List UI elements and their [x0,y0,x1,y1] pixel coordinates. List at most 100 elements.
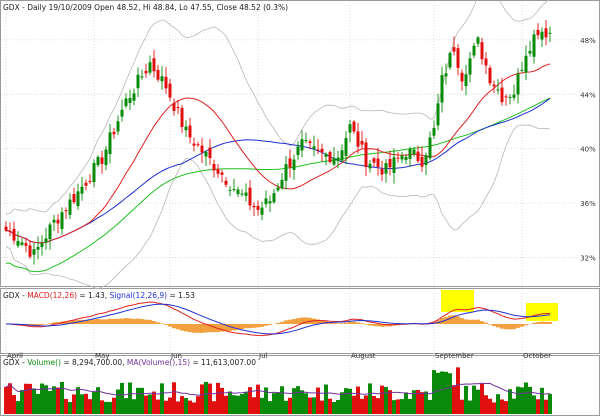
macd-histogram-bar [136,318,140,324]
candle-body [64,210,68,212]
volume-bar [316,387,320,414]
candle-body [292,159,296,170]
macd-histogram-bar [452,315,456,324]
volume-bar [532,395,536,414]
candle-body [132,93,136,101]
candle-body [184,126,188,131]
candle-body [276,187,280,191]
macd-histogram-bar [480,321,484,324]
volume-bar [308,397,312,414]
candle-body [492,84,496,87]
candle-body [472,45,476,56]
volume-bar [376,398,380,414]
candle-body [440,75,444,103]
candle-body [336,157,340,162]
candle-body [396,157,400,159]
candle-body [296,146,300,156]
candle-body [80,186,84,194]
candle-body [380,168,384,175]
macd-histogram-bar [472,319,476,324]
volume-bar [208,383,212,414]
macd-histogram-bar [92,319,96,324]
x-tick-label: May [95,352,109,360]
candle-body [400,155,404,160]
volume-bar [460,399,464,414]
candle-body [56,219,60,224]
volume-bar [120,382,124,414]
bollinger-upper-line [5,0,550,215]
macd-histogram-bar [220,324,224,332]
volume-bar [268,401,272,414]
volume-layer [4,367,552,414]
volume-bar [16,401,20,414]
volume-bar [284,400,288,414]
volume-bar [136,387,140,414]
candle-body [500,87,504,103]
price-title: GDX - Daily 19/10/2009 Open 48.52, Hi 48… [3,3,288,12]
candle-body [488,67,492,84]
macd-histogram-bar [512,324,516,330]
macd-histogram-bar [460,318,464,324]
volume-bar [80,394,84,414]
macd-histogram-bar [160,323,164,324]
candle-body [528,50,532,54]
candle-body [176,107,180,109]
macd-histogram-bar [84,319,88,324]
volume-bar [276,392,280,414]
volume-bar [388,390,392,414]
macd-histogram-bar [484,322,488,324]
candle-body [512,94,516,98]
volume-bar [76,387,80,414]
volume-bar [348,388,352,414]
volume-bar [104,401,108,414]
candle-body [376,158,380,167]
volume-bar [480,383,484,414]
volume-bar [64,399,68,414]
volume-bar [428,399,432,414]
volume-bar [52,386,56,414]
candle-body [404,157,408,160]
candle-body [520,69,524,71]
candle-body [428,137,432,159]
macd-histogram-bar [268,324,272,325]
volume-bar [204,381,208,414]
candle-body [116,121,120,132]
candle-body [420,156,424,167]
macd-histogram-bar [340,323,344,324]
candle-body [76,191,80,207]
candle-body [180,107,184,128]
volume-bar [260,397,264,414]
volume-bar [452,385,456,414]
macd-histogram-bar [492,324,496,327]
candle-body [140,76,144,78]
volume-bar [312,397,316,414]
macd-histogram-bar [328,322,332,324]
candle-body [340,150,344,161]
macd-histogram-bar [116,318,120,324]
macd-histogram-bar [344,322,348,324]
macd-title: GDX - MACD(12,26) = 1.43, Signal(12,26,9… [3,291,195,300]
macd-histogram-bar [520,324,524,327]
candle-body [360,140,364,145]
volume-bar [468,400,472,414]
macd-histogram-bar [196,324,200,333]
volume-bar [216,382,220,414]
macd-histogram-bar [488,324,492,325]
macd-histogram-bar [240,324,244,330]
candle-body [256,205,260,210]
macd-line [5,301,551,337]
candle-body [460,72,464,82]
candle-body [8,231,12,233]
volume-bar [140,387,144,414]
volume-bar [92,391,96,414]
x-tick-label: August [351,352,376,360]
macd-histogram-bar [280,321,284,324]
candle-body [192,143,196,146]
volume-bar [256,384,260,414]
volume-bar [72,394,76,414]
candle-body [456,48,460,68]
volume-bar [108,401,112,414]
macd-histogram-bar [536,322,540,324]
volume-bar [156,399,160,414]
candle-body [152,58,156,72]
